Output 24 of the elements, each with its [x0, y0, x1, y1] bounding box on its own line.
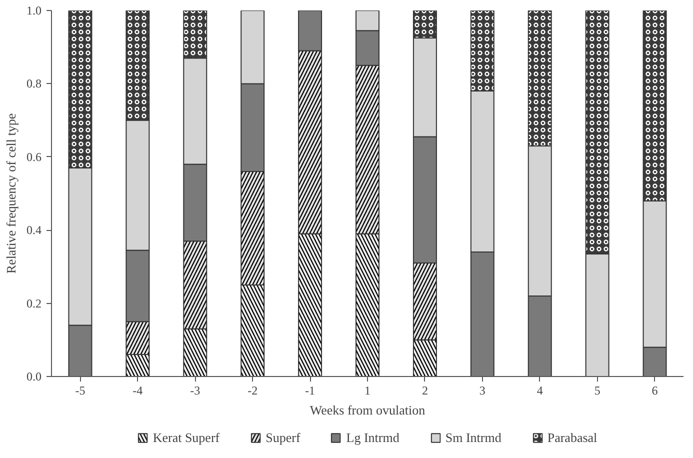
y-tick-label: 0.8	[26, 76, 42, 91]
x-tick-label: -4	[132, 384, 143, 398]
legend-label: Superf	[266, 430, 300, 446]
x-tick-label: 6	[652, 384, 658, 398]
y-tick-label: 0.6	[26, 150, 42, 164]
y-tick-label: 0.4	[26, 223, 42, 238]
legend-label: Sm Intrmd	[445, 430, 502, 446]
x-tick-label: 4	[536, 384, 543, 398]
x-tick-label: 1	[364, 384, 370, 398]
legend-label: Lg Intrmd	[346, 430, 400, 446]
y-tick-label: 0.2	[26, 296, 42, 310]
x-axis-title: Weeks from ovulation	[310, 402, 426, 418]
x-tick-label: -5	[75, 384, 86, 398]
legend-label: Kerat Superf	[152, 430, 220, 446]
x-tick-label: -2	[248, 384, 258, 398]
y-axis-title: Relative frequency of cell type	[4, 113, 18, 274]
y-tick-label: 0.0	[26, 370, 42, 384]
x-tick-label: -3	[190, 384, 200, 398]
x-tick-label: 3	[479, 384, 486, 398]
x-tick-label: 5	[594, 384, 600, 398]
legend-label: Parabasal	[547, 430, 598, 446]
x-tick-label: 2	[422, 384, 428, 398]
x-tick-label: -1	[305, 384, 316, 398]
y-tick-label: 1.0	[26, 4, 42, 18]
